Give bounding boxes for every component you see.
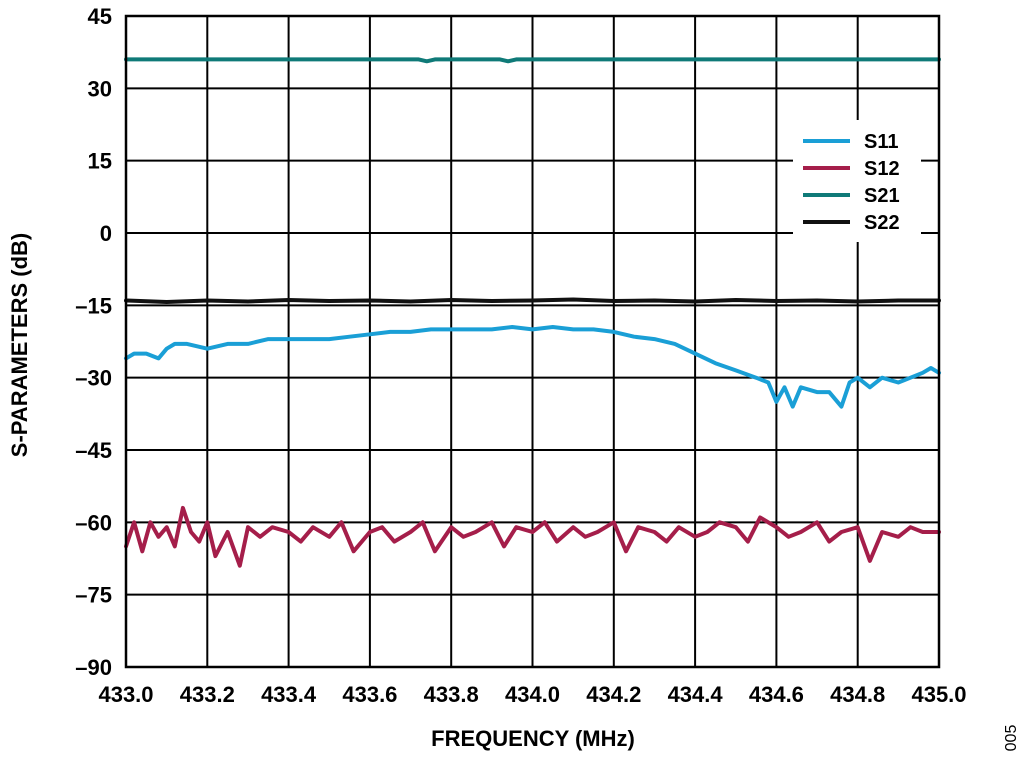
x-tick-label: 433.6 — [342, 682, 397, 707]
x-tick-label: 433.2 — [180, 682, 235, 707]
y-tick-labels: 45 30 15 0 –15 –30 –45 –60 –75 –90 — [75, 4, 112, 680]
x-tick-label: 434.4 — [668, 682, 724, 707]
x-tick-label: 433.0 — [98, 682, 153, 707]
legend-label-s12: S12 — [864, 158, 900, 180]
y-tick-label: 30 — [88, 76, 112, 101]
y-tick-label: 45 — [88, 4, 112, 29]
series-line-s12 — [124, 505, 941, 568]
y-tick-label: –45 — [75, 438, 112, 463]
series-lines — [124, 57, 941, 568]
x-tick-label: 434.6 — [749, 682, 804, 707]
x-axis-title: FREQUENCY (MHz) — [431, 726, 635, 751]
x-tick-label: 435.0 — [911, 682, 966, 707]
plot-frame — [124, 14, 941, 669]
x-tick-label: 433.4 — [261, 682, 317, 707]
x-tick-labels: 433.0 433.2 433.4 433.6 433.8 434.0 434.2 434.4… — [98, 682, 966, 707]
series-line-s11 — [124, 325, 941, 409]
legend: S11 S12 S21 S22 — [793, 120, 921, 242]
x-tick-label: 434.8 — [830, 682, 885, 707]
legend-label-s22: S22 — [864, 212, 900, 234]
figure-id: 005 — [1003, 725, 1020, 752]
y-tick-label: 0 — [100, 221, 112, 246]
legend-label-s21: S21 — [864, 185, 900, 207]
series-line-s21 — [124, 57, 941, 64]
y-tick-label: –30 — [75, 366, 112, 391]
y-tick-label: –60 — [75, 510, 112, 535]
grid-lines — [125, 15, 940, 668]
y-axis-title: S-PARAMETERS (dB) — [7, 233, 32, 457]
y-tick-label: 15 — [88, 149, 112, 174]
y-tick-label: –15 — [75, 293, 112, 318]
legend-label-s11: S11 — [864, 131, 898, 153]
series-line-s22 — [124, 297, 941, 304]
y-tick-label: –90 — [75, 655, 112, 680]
y-tick-label: –75 — [75, 583, 112, 608]
x-tick-label: 433.8 — [424, 682, 479, 707]
x-tick-label: 434.0 — [505, 682, 560, 707]
x-tick-label: 434.2 — [586, 682, 641, 707]
